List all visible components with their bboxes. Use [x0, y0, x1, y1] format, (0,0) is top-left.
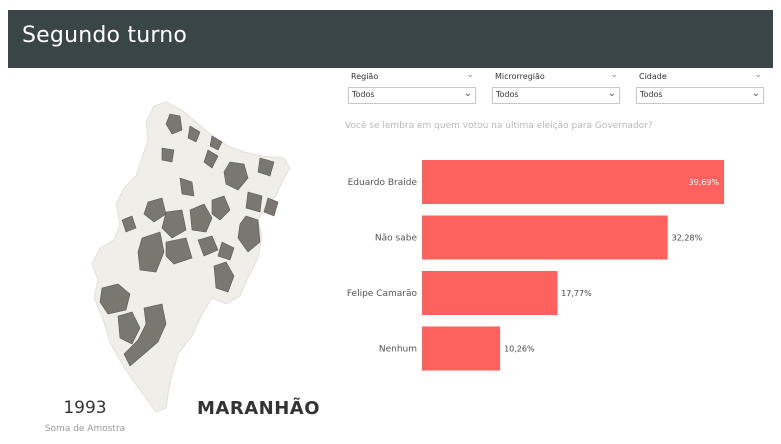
- data-label: 10,26%: [504, 345, 535, 354]
- chevron-down-icon[interactable]: ⌄: [466, 70, 474, 80]
- sample-sum-value: 1993: [63, 398, 107, 418]
- category-label: Eduardo Braide: [348, 178, 418, 188]
- bar-chart-svg: Eduardo Braide 39,69% Não sabe 32,28% Felipe…: [347, 160, 724, 371]
- filter-select[interactable]: Todos ⌄: [636, 87, 764, 104]
- chevron-down-icon[interactable]: ⌄: [754, 70, 762, 80]
- bar[interactable]: [422, 215, 668, 260]
- data-label: 32,28%: [672, 234, 703, 243]
- data-label: 17,77%: [561, 289, 592, 298]
- chevron-down-icon[interactable]: ⌄: [463, 88, 472, 99]
- vote-bar-chart: Eduardo Braide 39,69% Não sabe 32,28% Felipe…: [330, 150, 770, 380]
- page-title: Segundo turno: [22, 23, 188, 48]
- state-name-label: MARANHÃO: [197, 398, 320, 419]
- filter-value: Todos: [640, 90, 663, 99]
- filter-cidade[interactable]: Cidade ⌄ Todos ⌄: [636, 70, 764, 104]
- maranhao-map-shape[interactable]: [62, 92, 322, 422]
- data-label: 39,69%: [688, 178, 719, 187]
- category-label: Nenhum: [379, 345, 417, 355]
- filter-label: Microrregião: [495, 72, 545, 81]
- chart-question: Você se lembra em quem votou na última e…: [345, 121, 653, 131]
- filter-label: Região: [351, 72, 379, 81]
- state-map[interactable]: [62, 92, 322, 422]
- report-header: Segundo turno: [8, 10, 773, 68]
- filter-value: Todos: [352, 90, 375, 99]
- filter-microrregiao[interactable]: Microrregião ⌄ Todos ⌄: [492, 70, 620, 104]
- bar[interactable]: [422, 326, 501, 371]
- filter-select[interactable]: Todos ⌄: [348, 87, 476, 104]
- category-label: Não sabe: [375, 234, 418, 244]
- chevron-down-icon[interactable]: ⌄: [610, 70, 618, 80]
- bar[interactable]: [422, 271, 558, 315]
- filter-label: Cidade: [639, 72, 667, 81]
- filter-select[interactable]: Todos ⌄: [492, 87, 620, 104]
- filter-value: Todos: [496, 90, 519, 99]
- bar[interactable]: [422, 160, 724, 204]
- sample-sum-label: Soma de Amostra: [44, 424, 126, 434]
- highlighted-municipalities[interactable]: [99, 113, 279, 367]
- category-label: Felipe Camarão: [347, 289, 418, 299]
- filter-regiao[interactable]: Região ⌄ Todos ⌄: [348, 70, 476, 104]
- chevron-down-icon[interactable]: ⌄: [751, 88, 760, 99]
- chevron-down-icon[interactable]: ⌄: [607, 88, 616, 99]
